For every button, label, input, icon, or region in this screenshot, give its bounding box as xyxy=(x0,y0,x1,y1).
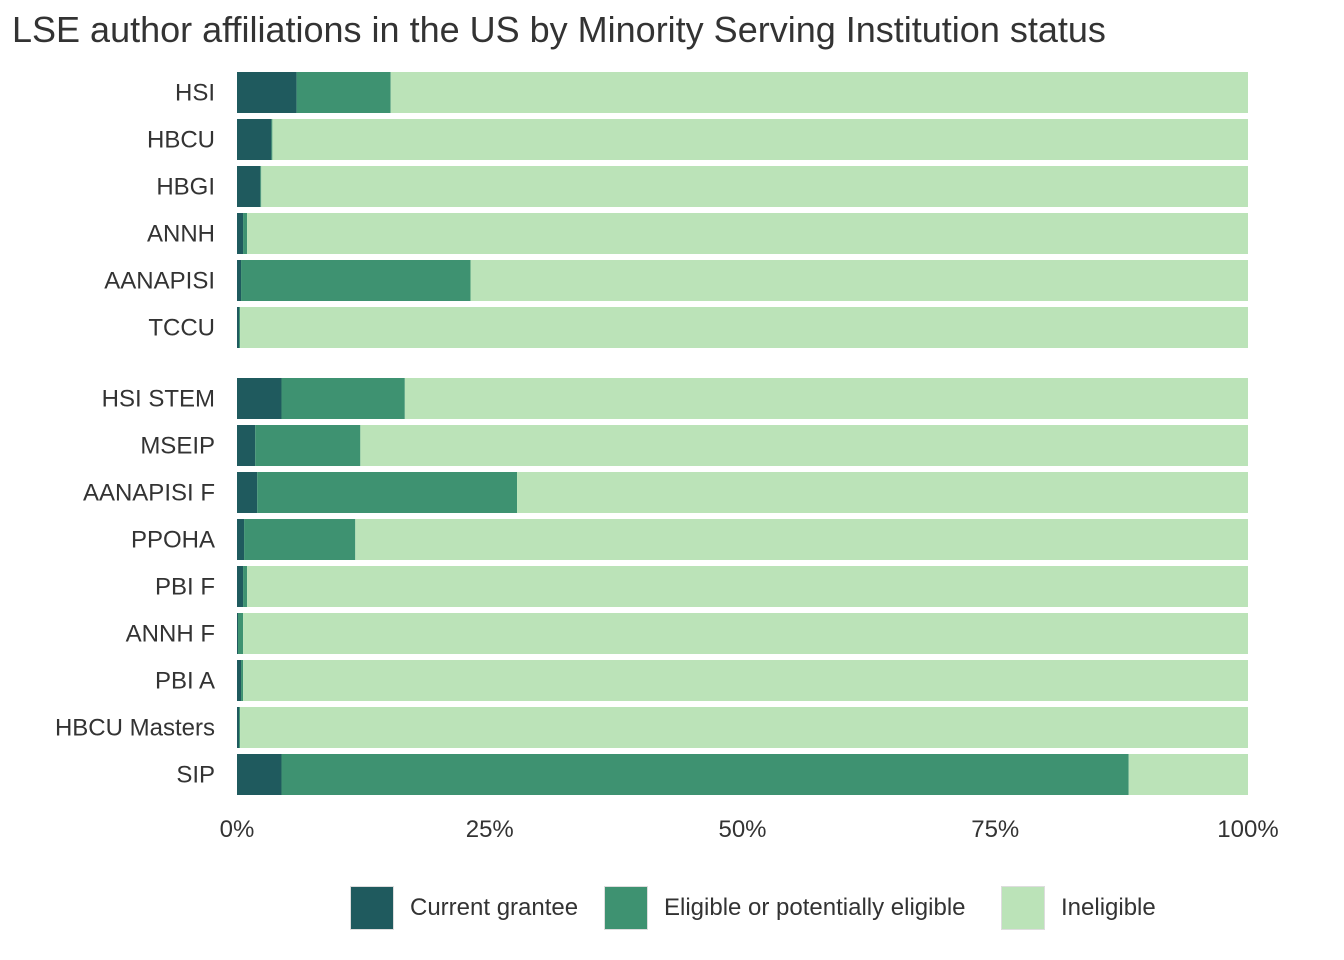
bar-hsi-stem-ineligible xyxy=(404,378,1248,419)
bar-aanapisi-f-ineligible xyxy=(517,472,1248,513)
legend-label-ineligible: Ineligible xyxy=(1061,894,1156,921)
bar-tccu-eligible-or-potentially-eligible xyxy=(239,307,241,348)
category-label-hsi-stem: HSI STEM xyxy=(102,386,215,413)
category-labels: HSI HBCU HBGI ANNH AANAPISI TCCU HSI STEM MSEIP… xyxy=(55,80,215,789)
legend-item-eligible: Eligible or potentially eligible xyxy=(604,885,966,931)
bar-hsi-current-grantee xyxy=(237,72,297,113)
bars-layer xyxy=(237,72,1249,795)
bar-aanapisi-current-grantee xyxy=(237,260,242,301)
category-label-hbgi: HBGI xyxy=(156,174,215,201)
x-tick-label-100: 100% xyxy=(1217,816,1278,843)
legend-label-current-grantee: Current grantee xyxy=(410,894,579,921)
bar-pbi-f-current-grantee xyxy=(237,566,244,607)
bar-mseip-eligible-or-potentially-eligible xyxy=(255,425,361,466)
bar-ppoha-ineligible xyxy=(355,519,1248,560)
chart-title: LSE author affiliations in the US by Min… xyxy=(12,9,1106,50)
bar-annh-f-ineligible xyxy=(243,613,1249,654)
legend-swatch-eligible xyxy=(604,886,648,930)
stacked-bar-chart: HSI HBCU HBGI ANNH AANAPISI TCCU HSI STEM MSEIP… xyxy=(55,72,1279,843)
legend-label-eligible: Eligible or potentially eligible xyxy=(664,894,966,921)
category-label-hsi: HSI xyxy=(175,80,215,107)
category-label-mseip: MSEIP xyxy=(140,433,215,460)
category-label-sip: SIP xyxy=(176,762,215,789)
bar-hbgi-eligible-or-potentially-eligible xyxy=(260,166,262,207)
bar-aanapisi-eligible-or-potentially-eligible xyxy=(241,260,471,301)
bar-hbcu-masters-eligible-or-potentially-eligible xyxy=(239,707,241,748)
bar-hsi-eligible-or-potentially-eligible xyxy=(296,72,391,113)
legend-item-ineligible: Ineligible xyxy=(1001,885,1156,931)
bar-hbgi-ineligible xyxy=(261,166,1248,207)
bar-hsi-ineligible xyxy=(390,72,1248,113)
x-tick-label-50: 50% xyxy=(718,816,766,843)
bar-sip-current-grantee xyxy=(237,754,282,795)
category-label-pbi-a: PBI A xyxy=(155,668,215,695)
category-label-aanapisi: AANAPISI xyxy=(104,268,215,295)
bar-pbi-a-ineligible xyxy=(243,660,1249,701)
bar-tccu-ineligible xyxy=(240,307,1248,348)
bar-mseip-current-grantee xyxy=(237,425,256,466)
category-label-hbcu-masters: HBCU Masters xyxy=(55,715,215,742)
bar-sip-ineligible xyxy=(1128,754,1248,795)
bar-hbgi-current-grantee xyxy=(237,166,261,207)
bar-hsi-stem-eligible-or-potentially-eligible xyxy=(281,378,405,419)
category-label-tccu: TCCU xyxy=(148,315,215,342)
category-label-ppoha: PPOHA xyxy=(131,527,215,554)
category-label-annh: ANNH xyxy=(147,221,215,248)
bar-hsi-stem-current-grantee xyxy=(237,378,282,419)
bar-hbcu-masters-ineligible xyxy=(240,707,1248,748)
legend: Current grantee Eligible or potentially … xyxy=(0,885,1344,933)
legend-swatch-current-grantee xyxy=(350,886,394,930)
category-label-annh-f: ANNH F xyxy=(126,621,215,648)
bar-hbcu-ineligible xyxy=(272,119,1248,160)
bar-annh-f-eligible-or-potentially-eligible xyxy=(238,613,244,654)
legend-item-current-grantee: Current grantee xyxy=(350,885,578,931)
bar-tccu-current-grantee xyxy=(237,307,240,348)
bar-hbcu-eligible-or-potentially-eligible xyxy=(271,119,273,160)
bar-aanapisi-ineligible xyxy=(470,260,1248,301)
bar-aanapisi-f-current-grantee xyxy=(237,472,258,513)
bar-ppoha-eligible-or-potentially-eligible xyxy=(244,519,356,560)
x-axis-tick-labels: 0% 25% 50% 75% 100% xyxy=(220,816,1279,843)
bar-annh-current-grantee xyxy=(237,213,244,254)
bar-annh-ineligible xyxy=(247,213,1249,254)
category-label-pbi-f: PBI F xyxy=(155,574,215,601)
x-tick-label-0: 0% xyxy=(220,816,255,843)
bar-hbcu-masters-current-grantee xyxy=(237,707,240,748)
x-tick-label-75: 75% xyxy=(971,816,1019,843)
bar-pbi-f-ineligible xyxy=(247,566,1249,607)
bar-aanapisi-f-eligible-or-potentially-eligible xyxy=(257,472,518,513)
x-tick-label-25: 25% xyxy=(466,816,514,843)
bar-pbi-a-eligible-or-potentially-eligible xyxy=(241,660,244,701)
bar-annh-f-current-grantee xyxy=(237,613,239,654)
bar-pbi-a-current-grantee xyxy=(237,660,242,701)
bar-hbcu-current-grantee xyxy=(237,119,272,160)
category-label-aanapisi-f: AANAPISI F xyxy=(83,480,215,507)
bar-pbi-f-eligible-or-potentially-eligible xyxy=(243,566,248,607)
legend-swatch-ineligible xyxy=(1001,886,1045,930)
bar-sip-eligible-or-potentially-eligible xyxy=(281,754,1129,795)
bar-mseip-ineligible xyxy=(360,425,1248,466)
category-label-hbcu: HBCU xyxy=(147,127,215,154)
bar-ppoha-current-grantee xyxy=(237,519,245,560)
bar-annh-eligible-or-potentially-eligible xyxy=(243,213,248,254)
